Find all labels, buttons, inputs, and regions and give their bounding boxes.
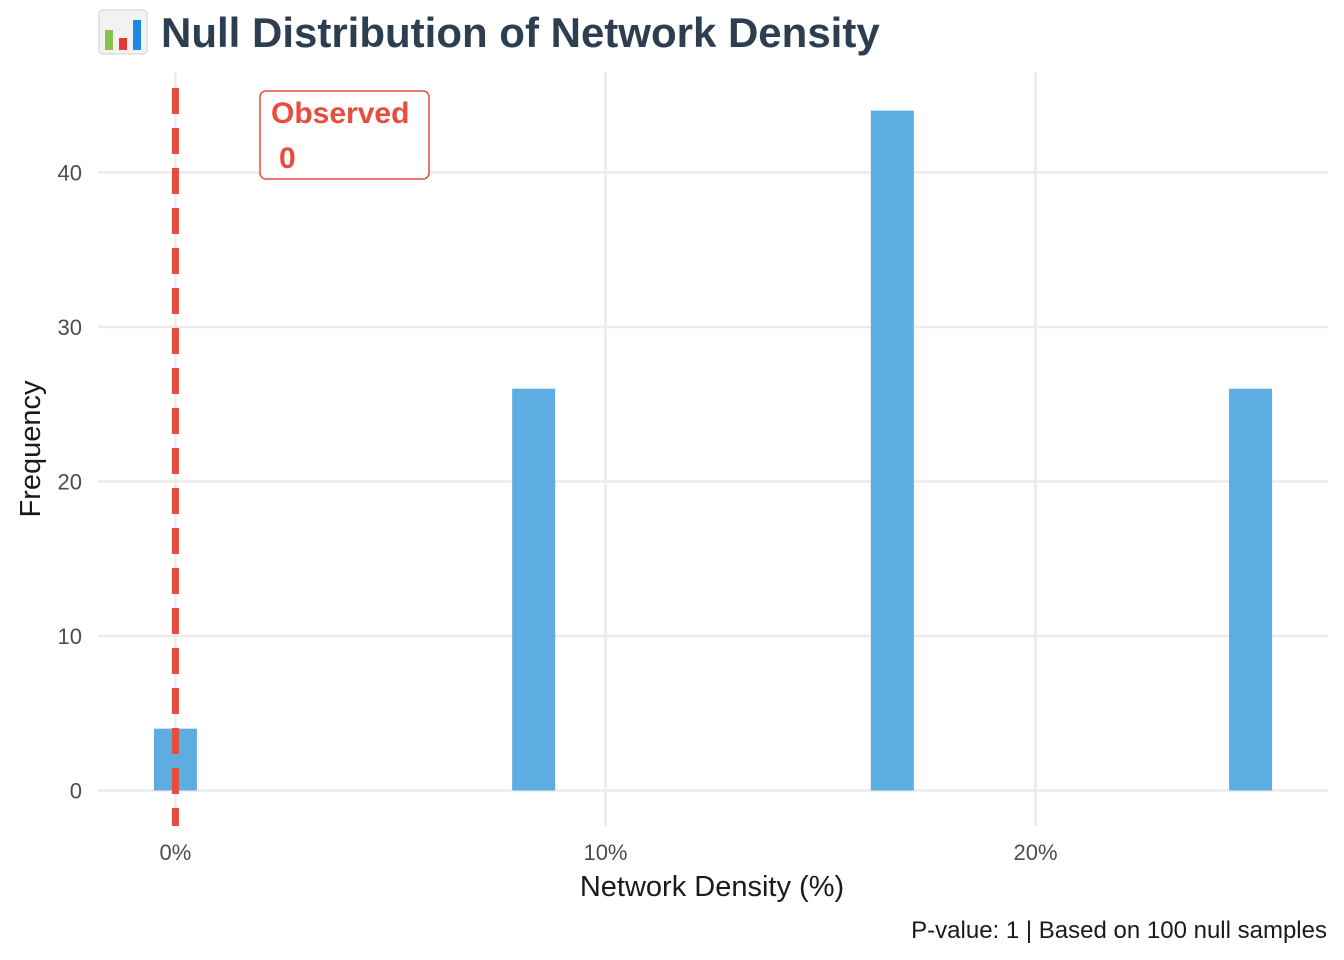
observed-annotation: Observed 0 xyxy=(259,90,430,180)
x-axis-ticks: 0% 10% 20% xyxy=(160,840,1058,865)
bar-chart-emoji-icon xyxy=(98,9,148,55)
y-tick-label: 30 xyxy=(58,315,82,340)
chart-caption: P-value: 1 | Based on 100 null samples xyxy=(911,917,1327,944)
observed-annotation-box xyxy=(259,90,430,180)
chart-title-group: Null Distribution of Network Density xyxy=(98,9,880,56)
histogram-bar xyxy=(512,388,556,791)
x-tick-label: 20% xyxy=(1014,840,1058,865)
y-tick-label: 0 xyxy=(70,778,82,803)
observed-annotation-title: Observed xyxy=(271,97,409,130)
chart-title: Null Distribution of Network Density xyxy=(161,9,880,56)
x-axis-title: Network Density (%) xyxy=(580,871,844,903)
y-tick-label: 10 xyxy=(58,624,82,649)
y-tick-label: 40 xyxy=(58,160,82,185)
plot-panel xyxy=(98,72,1328,826)
observed-annotation-value: 0 xyxy=(279,142,296,175)
x-tick-label: 10% xyxy=(583,840,627,865)
y-tick-label: 20 xyxy=(58,469,82,494)
y-axis-ticks: 0 10 20 30 40 xyxy=(58,160,82,803)
bars xyxy=(153,110,1273,791)
x-tick-label: 0% xyxy=(160,840,192,865)
histogram-bar xyxy=(1229,388,1273,791)
grid-lines xyxy=(98,72,1328,826)
histogram-bar xyxy=(870,110,914,791)
y-axis-title: Frequency xyxy=(15,380,47,518)
